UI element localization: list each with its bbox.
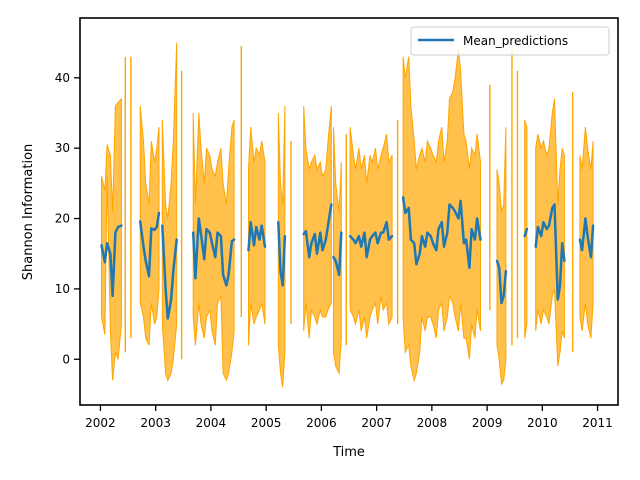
confidence-band (277, 105, 286, 388)
y-tick-label: 10 (55, 282, 70, 296)
x-tick-label: 2011 (582, 416, 613, 430)
mean-prediction-line (523, 227, 529, 238)
x-tick-label: 2009 (472, 416, 503, 430)
y-tick-label: 0 (62, 352, 70, 366)
mean-prediction-line (332, 231, 343, 277)
x-tick-label: 2002 (85, 416, 116, 430)
mean-prediction-line (348, 220, 394, 259)
x-tick-label: 2006 (306, 416, 337, 430)
x-tick-label: 2007 (361, 416, 392, 430)
confidence-band (349, 127, 393, 339)
x-axis-ticks: 2002 2003 2004 2005 2006 2007 2008 2009 2010 2011 (85, 405, 613, 430)
mean-prediction-line (302, 203, 333, 259)
mean-prediction-line (138, 211, 161, 278)
legend-box (410, 26, 610, 56)
mean-prediction-line (578, 217, 595, 259)
legend: Mean_predictions (410, 26, 610, 56)
confidence-band (101, 97, 122, 381)
confidence-band (496, 127, 507, 386)
mean-prediction-line (495, 259, 508, 305)
x-tick-label: 2005 (251, 416, 282, 430)
legend-label-mean-predictions: Mean_predictions (463, 34, 568, 48)
confidence-band (303, 105, 332, 339)
x-tick-label: 2004 (196, 416, 227, 430)
plot-frame (79, 17, 619, 406)
confidence-band (139, 105, 160, 346)
confidence-band-group (101, 42, 594, 388)
y-tick-label: 40 (55, 71, 70, 85)
x-tick-label: 2008 (417, 416, 448, 430)
mean-prediction-line (100, 224, 123, 298)
mean-prediction-line (191, 217, 236, 287)
mean-prediction-line (161, 224, 178, 320)
y-tick-label: 20 (55, 212, 70, 226)
confidence-band (402, 49, 481, 383)
mean-prediction-line (401, 196, 482, 270)
y-axis-ticks: 0 10 20 30 40 (55, 71, 80, 366)
x-axis-label: Time (332, 445, 365, 460)
mean-prediction-line (247, 220, 267, 252)
y-axis-label: Shannon Information (21, 144, 36, 281)
confidence-band (248, 127, 266, 346)
confidence-band (333, 127, 342, 376)
mean-prediction-line (277, 220, 287, 287)
y-tick-label: 30 (55, 141, 70, 155)
mean-prediction-line (534, 203, 566, 301)
x-tick-label: 2010 (527, 416, 558, 430)
x-tick-label: 2003 (140, 416, 171, 430)
mean-line-group (100, 196, 595, 320)
